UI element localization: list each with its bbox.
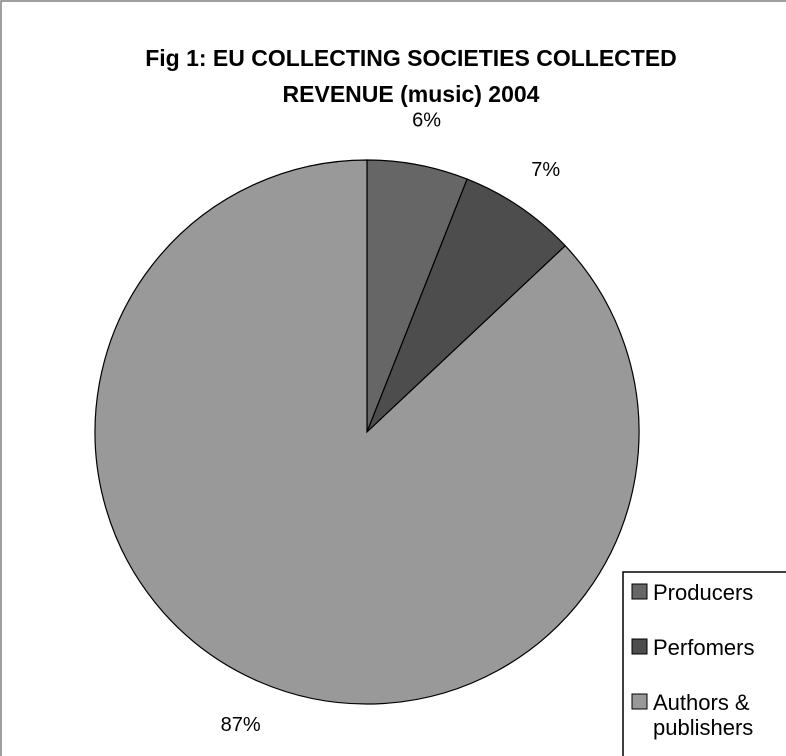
pie-slice-1 bbox=[366, 178, 567, 433]
legend-box bbox=[622, 571, 786, 756]
pie-slices bbox=[94, 159, 640, 705]
legend-swatch-1 bbox=[631, 638, 648, 655]
chart-title-line-2: REVENUE (music) 2004 bbox=[283, 81, 540, 107]
slice-label-2: 87% bbox=[221, 714, 261, 736]
legend-label-1-line-0: Perfomers bbox=[653, 635, 754, 660]
legend-label-0-line-0: Producers bbox=[653, 580, 753, 605]
legend-swatch-2 bbox=[631, 693, 648, 710]
slice-label-1: 7% bbox=[531, 159, 560, 181]
slice-labels: 6% 7% 87% bbox=[221, 110, 561, 736]
slice-label-0: 6% bbox=[412, 110, 441, 132]
legend-label-2-line-0: Authors & bbox=[653, 690, 750, 715]
pie-slice-2 bbox=[94, 159, 640, 705]
chart-title-line-1: Fig 1: EU COLLECTING SOCIETIES COLLECTED bbox=[145, 45, 677, 71]
legend: Producers Perfomers Authors &publishers bbox=[622, 571, 786, 756]
legend-label-2-line-1: publishers bbox=[653, 715, 753, 740]
legend-swatch-0 bbox=[631, 583, 648, 600]
